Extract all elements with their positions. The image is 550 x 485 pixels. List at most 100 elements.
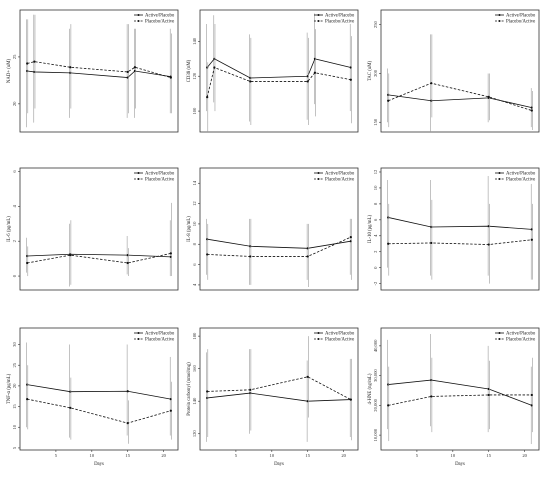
legend-label: Placebo/Active bbox=[325, 20, 354, 25]
data-point bbox=[169, 252, 172, 255]
x-tick-label: 10 bbox=[451, 453, 456, 458]
x-axis-label: Days bbox=[455, 462, 465, 467]
legend-label: Placebo/Active bbox=[325, 178, 354, 183]
data-point bbox=[349, 398, 352, 401]
series-line-active-placebo bbox=[388, 94, 532, 108]
y-axis-label: CD38 (nM) bbox=[187, 59, 192, 82]
data-point bbox=[530, 109, 533, 112]
data-point bbox=[169, 409, 172, 412]
legend-marker bbox=[498, 332, 501, 334]
plot-frame bbox=[19, 167, 179, 291]
legend-marker bbox=[137, 172, 140, 174]
y-tick-label: 120 bbox=[192, 430, 197, 438]
plot-frame bbox=[19, 327, 179, 451]
legend-label: Placebo/Active bbox=[506, 20, 535, 25]
chart-panel-2: 100 120 140 CD38 (nM) Active/PlaceboPlacebo/… bbox=[187, 9, 359, 133]
y-tick-label: 0 bbox=[12, 274, 17, 277]
series-line-placebo-active bbox=[27, 61, 171, 78]
series-line-placebo-active bbox=[207, 236, 351, 257]
legend-marker bbox=[137, 338, 140, 340]
x-tick-label: 10 bbox=[270, 453, 275, 458]
y-tick-label: 8 bbox=[373, 202, 378, 205]
chart-panel-3: 150 200 250 TAC (uM) Active/PlaceboPlacebo/A… bbox=[368, 9, 540, 133]
y-tick-label: 5 bbox=[12, 446, 17, 449]
x-axis-label: Days bbox=[274, 462, 284, 467]
data-point bbox=[387, 99, 390, 102]
x-tick-label: 10 bbox=[90, 453, 95, 458]
y-tick-label: 250 bbox=[373, 20, 378, 28]
x-tick-label: 5 bbox=[235, 453, 238, 458]
x-tick-label: 20 bbox=[522, 453, 527, 458]
legend-marker bbox=[317, 172, 320, 174]
y-tick-label: 200 bbox=[373, 69, 378, 77]
data-point bbox=[126, 390, 129, 393]
y-tick-label: 40,000 bbox=[373, 339, 379, 352]
y-tick-label: 20 bbox=[12, 383, 17, 388]
data-point bbox=[430, 241, 433, 245]
x-tick-label: 5 bbox=[55, 453, 58, 458]
legend-label: Active/Placebo bbox=[325, 172, 355, 177]
plot-frame bbox=[199, 9, 359, 133]
y-tick-label: 10 bbox=[192, 221, 197, 226]
x-tick-label: 5 bbox=[416, 453, 419, 458]
y-tick-label: 8 bbox=[192, 242, 197, 245]
y-tick-label: 4 bbox=[12, 204, 17, 207]
x-tick-label: 15 bbox=[305, 453, 310, 458]
legend-label: Active/Placebo bbox=[506, 172, 536, 177]
legend-marker bbox=[498, 338, 501, 340]
data-point bbox=[530, 393, 533, 397]
legend-label: Placebo/Active bbox=[506, 338, 535, 343]
data-point bbox=[249, 80, 252, 83]
y-tick-label: 0 bbox=[373, 266, 378, 269]
y-tick-label: 20,000 bbox=[373, 398, 379, 411]
data-point bbox=[349, 236, 352, 239]
data-point bbox=[249, 388, 252, 391]
y-axis-label: 4-HNE (ng/mL) bbox=[368, 373, 373, 404]
data-point bbox=[69, 406, 72, 409]
y-tick-label: 15 bbox=[12, 404, 17, 409]
y-tick-label: 14 bbox=[192, 180, 197, 185]
data-point bbox=[126, 261, 129, 265]
data-point bbox=[306, 375, 309, 378]
y-tick-label: 2 bbox=[373, 250, 378, 253]
plot-frame bbox=[199, 167, 359, 291]
legend-label: Active/Placebo bbox=[325, 332, 355, 337]
legend-label: Placebo/Active bbox=[145, 338, 174, 343]
data-point bbox=[430, 395, 433, 398]
data-point bbox=[69, 254, 72, 257]
data-point bbox=[26, 398, 29, 401]
series-line-placebo-active bbox=[388, 239, 532, 245]
y-tick-label: -2 bbox=[373, 281, 378, 286]
legend-label: Active/Placebo bbox=[506, 14, 536, 19]
y-tick-label: 120 bbox=[192, 72, 197, 80]
x-axis-label: Days bbox=[94, 462, 104, 467]
x-tick-label: 15 bbox=[125, 453, 130, 458]
y-tick-label: 100 bbox=[192, 107, 197, 115]
y-tick-label: 25 bbox=[12, 362, 17, 367]
y-tick-label: 150 bbox=[373, 118, 378, 126]
y-axis-label: NAD+ (uM) bbox=[7, 59, 12, 84]
y-tick-label: 2 bbox=[12, 239, 17, 242]
x-tick-label: 20 bbox=[161, 453, 166, 458]
series-line-active-placebo bbox=[207, 238, 351, 249]
x-tick-label: 20 bbox=[341, 453, 346, 458]
chart-panel-9: 10,000 20,000 30,000 40,000 5 10 15 20 Days 4-HNE… bbox=[368, 327, 540, 467]
y-axis-label: IL-10 (pg/mL) bbox=[368, 215, 373, 244]
plot-frame bbox=[380, 9, 540, 133]
y-tick-label: 6 bbox=[192, 263, 197, 266]
legend-label: Placebo/Active bbox=[145, 20, 174, 25]
y-tick-label: 6 bbox=[373, 218, 378, 221]
data-point bbox=[306, 255, 309, 258]
series-line-active-placebo bbox=[388, 217, 532, 230]
data-point bbox=[213, 66, 216, 69]
data-point bbox=[430, 82, 433, 85]
legend-label: Placebo/Active bbox=[325, 338, 354, 343]
data-point bbox=[387, 242, 390, 245]
y-tick-label: 10 bbox=[12, 424, 17, 429]
data-point bbox=[26, 62, 29, 65]
data-point bbox=[387, 404, 390, 407]
plot-frame bbox=[380, 327, 540, 451]
y-tick-label: 20 bbox=[12, 101, 17, 106]
